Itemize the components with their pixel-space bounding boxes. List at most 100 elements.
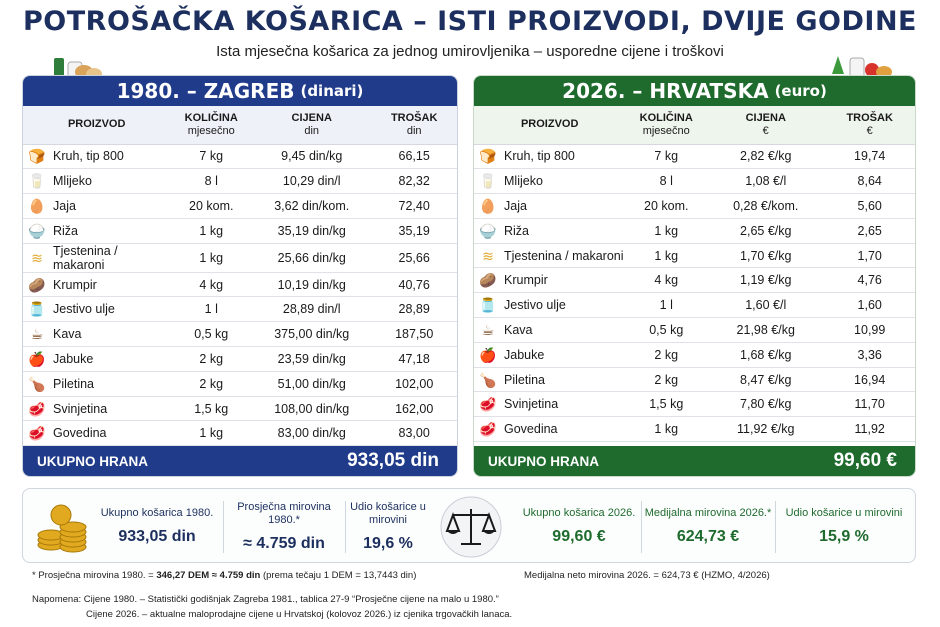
cost-cell: 5,60 xyxy=(824,193,915,219)
col-qty: KOLIČINA mjesečno xyxy=(170,106,253,145)
panel-2026: 2026. – HRVATSKA (euro) PROIZVOD KOLIČIN… xyxy=(473,75,916,477)
table-row: 🍎 Jabuke 2 kg 23,59 din/kg 47,18 xyxy=(23,346,457,372)
product-cell: 🥩 Svinjetina xyxy=(474,391,626,418)
potato-icon: 🥔 xyxy=(479,272,497,289)
table-row: 🍚 Riža 1 kg 35,19 din/kg 35,19 xyxy=(23,218,457,244)
table-row: 🥩 Svinjetina 1,5 kg 108,00 din/kg 162,00 xyxy=(23,396,457,422)
table-row: 🥩 Govedina 1 kg 11,92 €/kg 11,92 xyxy=(474,416,915,443)
qty-cell: 20 kom. xyxy=(170,193,253,219)
summary-share-2026-value: 15,9 % xyxy=(819,528,869,545)
scales-icon xyxy=(440,496,502,558)
cost-cell: 83,00 xyxy=(371,420,457,447)
qty-cell: 20 kom. xyxy=(625,193,708,219)
potato-icon: 🥔 xyxy=(28,276,46,293)
col-cost: TROŠAK € xyxy=(824,106,915,145)
qty-cell: 2 kg xyxy=(170,346,253,372)
price-cell: 1,68 €/kg xyxy=(707,342,825,368)
product-cell: 🥔 Krumpir xyxy=(23,272,171,298)
product-name: Jabuke xyxy=(504,347,545,362)
product-name: Riža xyxy=(504,223,530,238)
product-name: Kava xyxy=(504,322,533,337)
qty-cell: 1,5 kg xyxy=(625,391,708,418)
table-row: ☕ Kava 0,5 kg 21,98 €/kg 10,99 xyxy=(474,317,915,343)
product-cell: 🍞 Kruh, tip 800 xyxy=(23,144,171,170)
cost-cell: 35,19 xyxy=(371,218,457,244)
product-cell: 🫙 Jestivo ulje xyxy=(474,292,626,319)
price-cell: 21,98 €/kg xyxy=(707,317,825,343)
footnote-pension-2026: Medijalna neto mirovina 2026. = 624,73 €… xyxy=(524,570,770,581)
col-qty: KOLIČINA mjesečno xyxy=(625,106,708,145)
table-row: ☕ Kava 0,5 kg 375,00 din/kg 187,50 xyxy=(23,321,457,348)
cost-cell: 102,00 xyxy=(371,371,457,397)
product-cell: 🫙 Jestivo ulje xyxy=(23,296,171,323)
table-2026-header: PROIZVOD KOLIČINA mjesečno CIJENA € TROŠAK… xyxy=(474,106,915,145)
price-cell: 8,47 €/kg xyxy=(707,367,825,393)
summary-basket-2026: Ukupno košarica 2026. 99,60 € xyxy=(519,489,639,564)
summary-basket-1980-value: 933,05 din xyxy=(118,528,196,545)
price-cell: 1,08 €/l xyxy=(707,168,825,195)
product-cell: ☕ Kava xyxy=(474,317,626,343)
note-sources-2026: Cijene 2026. – aktualne maloprodajne cij… xyxy=(86,609,513,620)
qty-cell: 7 kg xyxy=(170,144,253,170)
col-cost: TROŠAK din xyxy=(371,106,457,145)
total-1980: UKUPNO HRANA 933,05 din xyxy=(23,446,457,476)
product-cell: 🥚 Jaja xyxy=(23,193,171,219)
product-cell: 🥩 Govedina xyxy=(23,420,171,447)
qty-cell: 1 l xyxy=(625,292,708,319)
cost-cell: 82,32 xyxy=(371,168,457,195)
bread-icon: 🍞 xyxy=(479,148,497,165)
product-name: Jestivo ulje xyxy=(504,298,566,313)
product-name: Tjestenina / makaroni xyxy=(53,243,118,272)
chicken-icon: 🍗 xyxy=(479,371,497,388)
pork-icon: 🥩 xyxy=(28,400,46,417)
eggs-icon: 🥚 xyxy=(28,197,46,214)
table-row: 🍎 Jabuke 2 kg 1,68 €/kg 3,36 xyxy=(474,342,915,368)
qty-cell: 4 kg xyxy=(170,272,253,298)
coffee-icon: ☕ xyxy=(30,326,44,343)
table-row: ≋ Tjestenina / makaroni 1 kg 1,70 €/kg 1,70 xyxy=(474,243,915,269)
product-name: Mlijeko xyxy=(504,174,543,189)
product-name: Kava xyxy=(53,327,82,342)
summary-pension-1980-label: Prosječna mirovina 1980.* xyxy=(237,500,331,526)
product-cell: ≋ Tjestenina / makaroni xyxy=(474,243,626,269)
product-name: Svinjetina xyxy=(504,397,559,412)
product-name: Jabuke xyxy=(53,351,94,366)
panel-1980: 1980. – ZAGREB (dinari) PROIZVOD KOLIČIN… xyxy=(22,75,458,477)
product-name: Krumpir xyxy=(504,273,548,288)
summary-basket-1980-label: Ukupno košarica 1980. xyxy=(100,507,214,519)
product-cell: 🥩 Svinjetina xyxy=(23,396,171,422)
qty-cell: 1 l xyxy=(170,296,253,323)
product-cell: 🍎 Jabuke xyxy=(474,342,626,368)
coins-icon xyxy=(37,504,87,553)
qty-cell: 0,5 kg xyxy=(625,317,708,343)
qty-cell: 2 kg xyxy=(625,342,708,368)
product-name: Tjestenina / makaroni xyxy=(504,248,624,263)
qty-cell: 1,5 kg xyxy=(170,396,253,422)
cost-cell: 11,70 xyxy=(824,391,915,418)
table-1980: PROIZVOD KOLIČINA mjesečno CIJENA din TROŠ… xyxy=(23,106,457,447)
price-cell: 2,82 €/kg xyxy=(707,144,825,170)
price-cell: 1,60 €/l xyxy=(707,292,825,319)
summary-pension-2026-label: Medijalna mirovina 2026.* xyxy=(644,507,772,519)
cost-cell: 10,99 xyxy=(824,317,915,343)
apple-icon: 🍎 xyxy=(28,350,46,367)
product-name: Jaja xyxy=(504,198,527,213)
product-name: Jaja xyxy=(53,198,76,213)
price-cell: 11,92 €/kg xyxy=(707,416,825,443)
total-1980-label: UKUPNO HRANA xyxy=(37,453,148,469)
panel-1980-title-unit: (dinari) xyxy=(300,82,364,100)
price-cell: 7,80 €/kg xyxy=(707,391,825,418)
pasta-icon: ≋ xyxy=(31,249,43,266)
qty-cell: 1 kg xyxy=(625,416,708,443)
summary-box: Ukupno košarica 1980. 933,05 din Prosječ… xyxy=(22,488,916,563)
beef-icon: 🥩 xyxy=(28,425,46,442)
cost-cell: 11,92 xyxy=(824,416,915,443)
col-product: PROIZVOD xyxy=(474,106,626,145)
product-name: Piletina xyxy=(53,376,94,391)
table-2026: PROIZVOD KOLIČINA mjesečno CIJENA € TROŠAK… xyxy=(474,106,915,443)
price-cell: 1,19 €/kg xyxy=(707,267,825,294)
cost-cell: 8,64 xyxy=(824,168,915,195)
table-row: 🍚 Riža 1 kg 2,65 €/kg 2,65 xyxy=(474,218,915,244)
product-cell: 🥛 Mlijeko xyxy=(23,168,171,195)
product-cell: ☕ Kava xyxy=(23,321,171,348)
